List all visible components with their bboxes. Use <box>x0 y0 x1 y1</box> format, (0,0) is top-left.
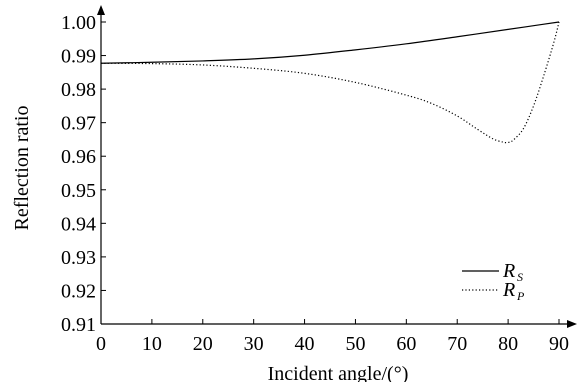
x-tick-label: 0 <box>96 333 106 355</box>
x-tick-label: 60 <box>396 333 416 355</box>
series-line-s <box>100 21 560 64</box>
plot-axes <box>97 5 577 328</box>
y-tick-label: 0.95 <box>61 180 96 202</box>
x-ticks: 0 10 20 30 40 50 60 70 80 90 <box>96 319 569 355</box>
y-tick-label: 0.98 <box>61 79 96 101</box>
y-tick-label: 0.93 <box>61 247 96 269</box>
y-ticks: 0.91 0.92 0.93 0.94 0.95 0.96 0.97 0.98 0.99 1.00 <box>61 12 106 336</box>
y-tick-label: 0.94 <box>61 213 96 235</box>
y-tick-label: 0.97 <box>61 113 96 135</box>
legend-sub-rs: S <box>517 270 523 284</box>
y-tick-label: 0.91 <box>61 314 96 336</box>
y-tick-label: 1.00 <box>61 12 96 34</box>
x-tick-label: 10 <box>142 333 162 355</box>
y-tick-label: 0.92 <box>61 280 96 302</box>
x-tick-label: 80 <box>498 333 518 355</box>
y-tick-label: 0.96 <box>61 146 96 168</box>
legend-label-rp: R <box>502 279 515 301</box>
x-axis-title: Incident angle/(°) <box>268 363 409 382</box>
x-tick-label: 70 <box>447 333 467 355</box>
legend-label-rs: R <box>502 260 515 282</box>
x-tick-label: 20 <box>193 333 213 355</box>
legend: R S R P <box>462 260 525 303</box>
x-tick-label: 50 <box>345 333 365 355</box>
x-tick-label: 90 <box>549 333 569 355</box>
series-layer <box>100 21 560 144</box>
legend-sub-rp: P <box>516 289 525 303</box>
y-axis-arrow <box>97 5 105 15</box>
y-tick-label: 0.99 <box>61 46 96 68</box>
x-tick-label: 30 <box>244 333 264 355</box>
x-axis-arrow <box>567 320 577 328</box>
series-line-p <box>100 21 560 144</box>
y-axis-title: Reflection ratio <box>11 106 33 231</box>
x-tick-label: 40 <box>295 333 315 355</box>
